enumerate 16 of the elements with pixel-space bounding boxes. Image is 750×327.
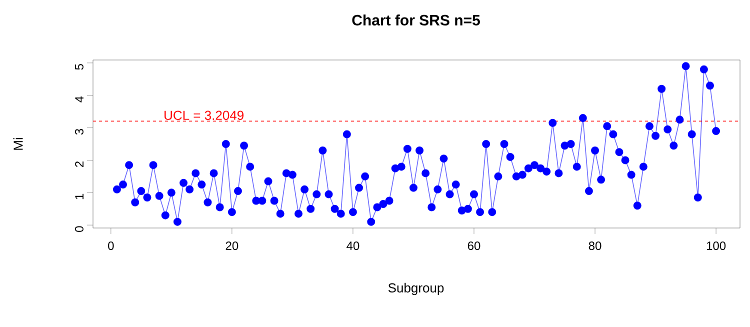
y-tick-label: 0 bbox=[74, 226, 84, 232]
x-axis-title: Subgroup bbox=[388, 282, 444, 296]
x-tick-label: 20 bbox=[226, 242, 238, 250]
x-tick-label: 100 bbox=[706, 242, 726, 250]
y-axis-title: Mi bbox=[13, 138, 23, 150]
y-tick-label: 1 bbox=[75, 194, 84, 200]
y-tick-label: 3 bbox=[74, 128, 84, 135]
y-tick-label: 5 bbox=[75, 64, 84, 70]
x-tick-label: 60 bbox=[468, 242, 480, 250]
ref-line-label: UCL = 3.2049 bbox=[164, 110, 244, 120]
x-tick-label: 80 bbox=[588, 242, 602, 250]
y-tick-label: 4 bbox=[75, 96, 84, 102]
x-tick-label: 0 bbox=[108, 242, 114, 250]
x-tick-label: 40 bbox=[346, 242, 360, 250]
y-tick-label: 2 bbox=[75, 161, 84, 167]
chart-title: Chart for SRS n=5 bbox=[352, 14, 480, 26]
